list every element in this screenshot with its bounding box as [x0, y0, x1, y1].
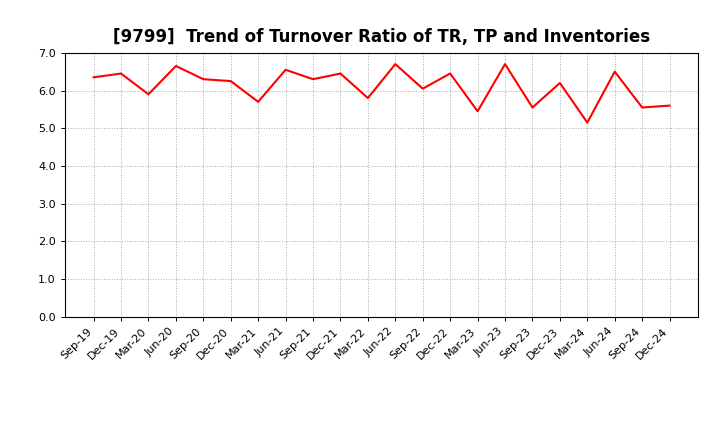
Trade Receivables: [89, 75, 98, 80]
Trade Receivables: [282, 67, 290, 73]
Trade Receivables: [171, 63, 180, 69]
Trade Receivables: [473, 109, 482, 114]
Trade Receivables: [446, 71, 454, 76]
Trade Receivables: [611, 69, 619, 74]
Trade Receivables: [336, 71, 345, 76]
Title: [9799]  Trend of Turnover Ratio of TR, TP and Inventories: [9799] Trend of Turnover Ratio of TR, TP…: [113, 28, 650, 46]
Trade Receivables: [556, 81, 564, 86]
Trade Receivables: [144, 92, 153, 97]
Trade Receivables: [117, 71, 125, 76]
Line: Trade Receivables: Trade Receivables: [94, 64, 670, 123]
Trade Receivables: [528, 105, 537, 110]
Trade Receivables: [199, 77, 207, 82]
Trade Receivables: [500, 62, 509, 67]
Trade Receivables: [391, 62, 400, 67]
Trade Receivables: [638, 105, 647, 110]
Trade Receivables: [665, 103, 674, 108]
Trade Receivables: [364, 95, 372, 101]
Trade Receivables: [418, 86, 427, 91]
Trade Receivables: [583, 120, 592, 125]
Trade Receivables: [309, 77, 318, 82]
Trade Receivables: [226, 78, 235, 84]
Trade Receivables: [254, 99, 263, 104]
